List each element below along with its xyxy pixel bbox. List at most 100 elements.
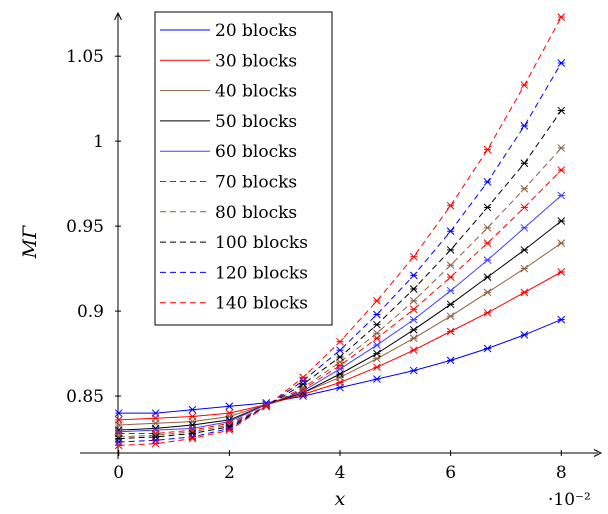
data-point bbox=[409, 252, 418, 261]
data-point bbox=[299, 373, 307, 382]
data-point bbox=[262, 402, 271, 411]
y-axis-label: MΓ bbox=[19, 225, 41, 259]
x-scale-label: ·10⁻² bbox=[548, 490, 591, 510]
data-point bbox=[483, 273, 492, 281]
data-point bbox=[409, 315, 418, 324]
legend-label: 120 blocks bbox=[215, 263, 308, 283]
data-point bbox=[188, 417, 197, 426]
data-point bbox=[446, 312, 455, 321]
data-point bbox=[520, 122, 529, 130]
data-point bbox=[373, 363, 381, 372]
data-point bbox=[483, 145, 492, 154]
data-point bbox=[151, 429, 160, 438]
data-point bbox=[557, 315, 566, 324]
data-point bbox=[446, 273, 455, 281]
data-point bbox=[557, 13, 566, 21]
data-point bbox=[446, 261, 455, 270]
legend-label: 80 blocks bbox=[215, 203, 297, 223]
data-point bbox=[409, 297, 418, 305]
data-point bbox=[557, 144, 566, 152]
data-point bbox=[557, 268, 566, 276]
data-point bbox=[373, 329, 381, 338]
data-point bbox=[151, 436, 160, 445]
data-point bbox=[409, 366, 418, 375]
data-point bbox=[520, 264, 529, 273]
data-point bbox=[373, 310, 381, 319]
legend-label: 100 blocks bbox=[215, 233, 308, 253]
data-point bbox=[520, 81, 529, 89]
data-point bbox=[373, 341, 381, 349]
data-point bbox=[114, 441, 123, 450]
x-tick-label: 2 bbox=[224, 463, 235, 483]
data-point bbox=[446, 246, 455, 254]
data-point bbox=[520, 159, 529, 168]
y-axis-arrow bbox=[114, 11, 122, 21]
data-point bbox=[373, 375, 381, 383]
data-point bbox=[520, 246, 529, 254]
data-point bbox=[114, 438, 123, 446]
legend-label: 140 blocks bbox=[215, 294, 308, 314]
legend-label: 40 blocks bbox=[215, 82, 297, 102]
series-group bbox=[114, 13, 566, 450]
data-point bbox=[520, 203, 529, 212]
data-point bbox=[299, 380, 307, 389]
axes bbox=[80, 11, 603, 459]
ticks-group: 0 2 4 6 8 0.85 0.9 0.95 1 1.05 bbox=[66, 47, 567, 483]
y-tick-label: 0.9 bbox=[77, 302, 104, 322]
data-point bbox=[483, 308, 492, 317]
data-point bbox=[446, 300, 455, 309]
data-point bbox=[446, 327, 455, 336]
data-point bbox=[373, 320, 381, 329]
data-point bbox=[446, 356, 455, 365]
data-point bbox=[409, 271, 418, 280]
data-point bbox=[151, 439, 160, 448]
data-point bbox=[114, 434, 123, 443]
x-axis-arrow bbox=[593, 449, 603, 457]
data-point bbox=[520, 331, 529, 339]
data-point bbox=[336, 365, 344, 373]
legend-label: 70 blocks bbox=[215, 173, 297, 193]
data-point bbox=[520, 223, 529, 232]
y-tick-label: 0.85 bbox=[66, 387, 104, 407]
legend-label: 50 blocks bbox=[215, 112, 297, 132]
data-point bbox=[483, 223, 492, 232]
data-point bbox=[188, 405, 197, 414]
x-axis-label: x bbox=[335, 488, 346, 510]
data-point bbox=[483, 203, 492, 212]
x-tick-label: 0 bbox=[113, 463, 124, 483]
x-tick-label: 6 bbox=[445, 463, 456, 483]
data-point bbox=[336, 337, 344, 346]
data-point bbox=[446, 286, 455, 295]
data-point bbox=[336, 353, 344, 361]
data-point bbox=[483, 239, 492, 247]
y-tick-label: 0.95 bbox=[66, 217, 104, 237]
data-point bbox=[409, 325, 418, 334]
data-point bbox=[557, 239, 566, 247]
data-point bbox=[557, 106, 566, 115]
data-point bbox=[409, 334, 418, 343]
data-point bbox=[336, 361, 344, 370]
data-point bbox=[520, 288, 529, 297]
data-point bbox=[373, 297, 381, 305]
data-point bbox=[114, 426, 123, 434]
data-point bbox=[188, 434, 197, 443]
series-line bbox=[118, 319, 562, 414]
data-point bbox=[114, 409, 123, 417]
data-point bbox=[409, 346, 418, 355]
legend-label: 20 blocks bbox=[215, 21, 297, 41]
data-point bbox=[225, 402, 234, 411]
data-point bbox=[483, 256, 492, 264]
x-tick-label: 4 bbox=[335, 463, 346, 483]
data-point bbox=[557, 191, 566, 200]
x-tick-label: 8 bbox=[556, 463, 567, 483]
data-point bbox=[483, 288, 492, 297]
data-point bbox=[483, 178, 492, 186]
data-point bbox=[557, 166, 566, 174]
data-point bbox=[151, 433, 160, 441]
data-point bbox=[225, 426, 234, 434]
data-point bbox=[557, 217, 566, 225]
data-point bbox=[557, 59, 566, 67]
data-point bbox=[373, 349, 381, 358]
legend: 20 blocks 30 blocks 40 blocks 50 blocks 60 b… bbox=[154, 11, 333, 326]
